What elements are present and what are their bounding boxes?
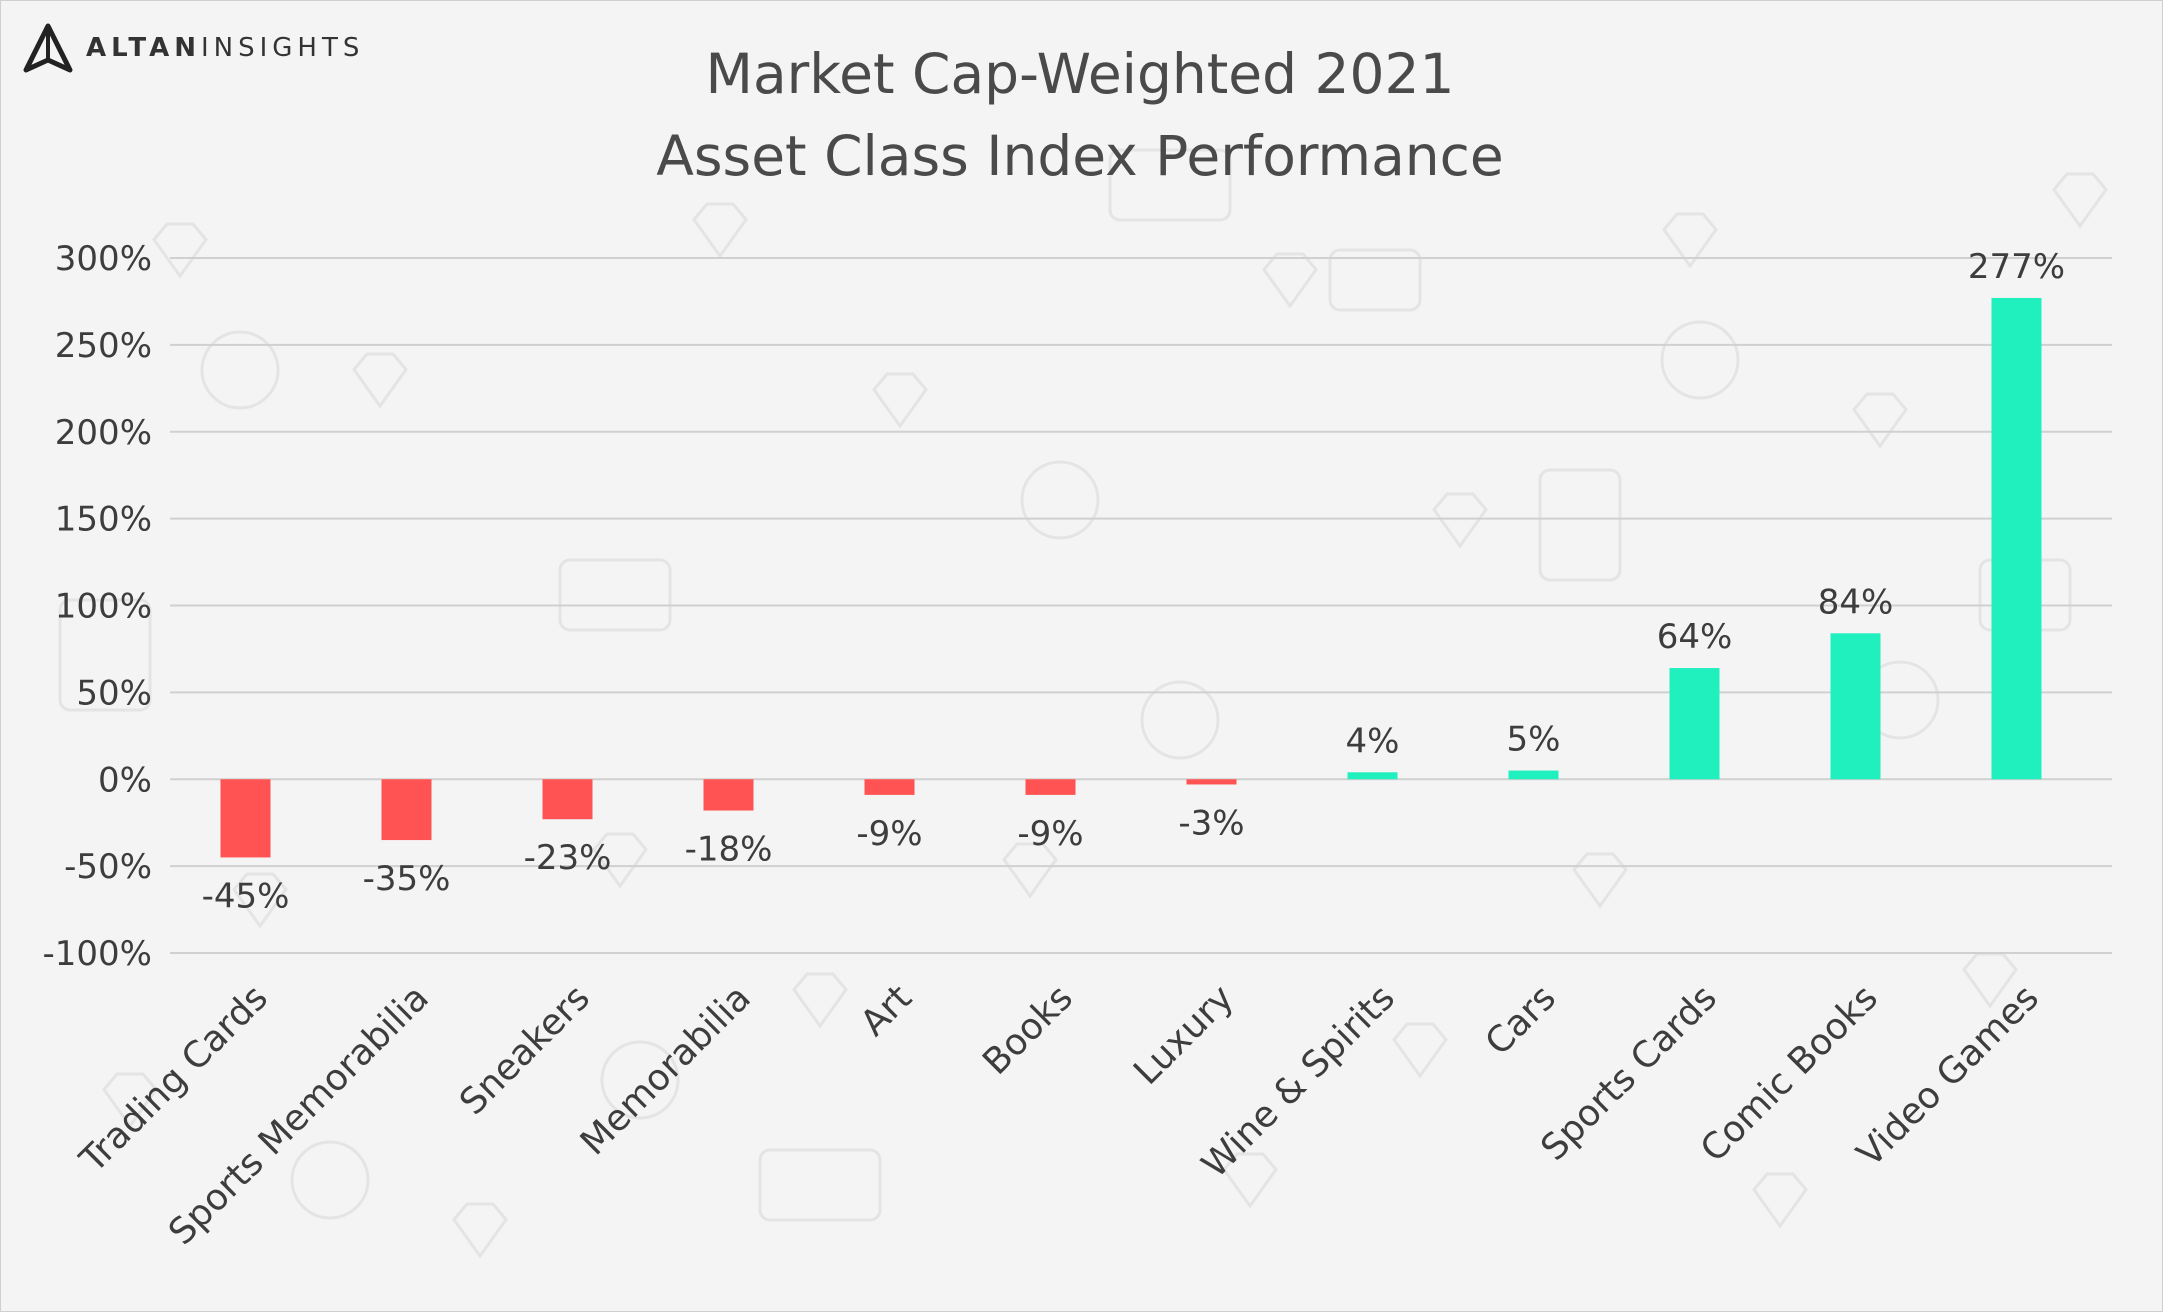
background-coin-doodle-icon xyxy=(600,1040,680,1120)
bar xyxy=(1025,779,1076,795)
background-gem-doodle-icon xyxy=(102,1072,158,1129)
background-gem-doodle-icon xyxy=(1432,492,1488,549)
background-card-doodle-icon xyxy=(558,558,672,632)
data-label: -18% xyxy=(685,830,773,870)
background-gem-doodle-icon xyxy=(1222,1152,1278,1209)
data-label: 5% xyxy=(1507,720,1561,760)
y-tick-label: -50% xyxy=(64,847,152,887)
background-coin-doodle-icon xyxy=(1660,320,1740,400)
y-tick-label: 250% xyxy=(55,326,152,366)
data-label: -9% xyxy=(1017,814,1083,854)
bar xyxy=(1669,668,1720,780)
bar xyxy=(381,779,432,841)
background-gem-doodle-icon xyxy=(1662,212,1718,269)
background-gem-doodle-icon xyxy=(152,222,208,279)
background-coin-doodle-icon xyxy=(200,330,280,410)
background-gem-doodle-icon xyxy=(1962,952,2018,1009)
chart-title: Market Cap-Weighted 2021 xyxy=(705,42,1455,106)
bar xyxy=(703,779,754,811)
background-gem-doodle-icon xyxy=(1572,852,1628,909)
brand-name: ALTANINSIGHTS xyxy=(86,33,364,63)
data-label: -9% xyxy=(856,814,922,854)
background-card-doodle-icon xyxy=(1328,248,1422,312)
chart-subtitle: Asset Class Index Performance xyxy=(656,124,1504,188)
data-label: -35% xyxy=(363,859,451,899)
y-tick-label: 150% xyxy=(55,500,152,540)
data-label: -45% xyxy=(202,876,290,916)
background-gem-doodle-icon xyxy=(792,972,848,1029)
bar xyxy=(542,779,593,820)
background-gem-doodle-icon xyxy=(2052,172,2108,229)
background-gem-doodle-icon xyxy=(452,1202,508,1259)
background-gem-doodle-icon xyxy=(1852,392,1908,449)
data-label: 84% xyxy=(1818,582,1894,622)
brand-name-strong: ALTAN xyxy=(86,33,201,63)
background-coin-doodle-icon xyxy=(1140,680,1220,760)
y-tick-label: -100% xyxy=(43,934,152,974)
background-gem-doodle-icon xyxy=(232,872,288,929)
background-gem-doodle-icon xyxy=(352,352,408,409)
background-gem-doodle-icon xyxy=(692,202,748,259)
data-label: 277% xyxy=(1968,247,2065,287)
background-card-doodle-icon xyxy=(758,1148,882,1222)
background-gem-doodle-icon xyxy=(872,372,928,429)
altan-triangle-logo-icon xyxy=(23,23,73,73)
data-label: -23% xyxy=(524,838,612,878)
bar xyxy=(1991,297,2042,780)
background-gem-doodle-icon xyxy=(1002,842,1058,899)
background-card-doodle-icon xyxy=(1108,148,1232,222)
background-coin-doodle-icon xyxy=(290,1140,370,1220)
background-gem-doodle-icon xyxy=(1392,1022,1448,1079)
y-tick-label: 0% xyxy=(98,760,152,800)
bar xyxy=(1186,779,1237,785)
brand-name-light: INSIGHTS xyxy=(200,33,365,63)
data-label: -3% xyxy=(1178,803,1244,843)
data-label: 64% xyxy=(1657,617,1733,657)
background-card-doodle-icon xyxy=(58,598,152,712)
y-tick-label: 300% xyxy=(55,239,152,279)
brand-header: ALTANINSIGHTS xyxy=(22,22,364,74)
background-gem-doodle-icon xyxy=(1262,252,1318,309)
background-gem-doodle-icon xyxy=(592,832,648,889)
y-tick-label: 50% xyxy=(76,673,152,713)
background-card-doodle-icon xyxy=(1538,468,1622,582)
bar xyxy=(864,779,915,795)
bar xyxy=(220,779,271,858)
data-label: 4% xyxy=(1346,721,1400,761)
bar xyxy=(1347,772,1398,780)
background-coin-doodle-icon xyxy=(1020,460,1100,540)
background-gem-doodle-icon xyxy=(1752,1172,1808,1229)
bar xyxy=(1508,770,1559,780)
y-tick-label: 200% xyxy=(55,413,152,453)
y-tick-label: 100% xyxy=(55,587,152,627)
bar xyxy=(1830,633,1881,780)
